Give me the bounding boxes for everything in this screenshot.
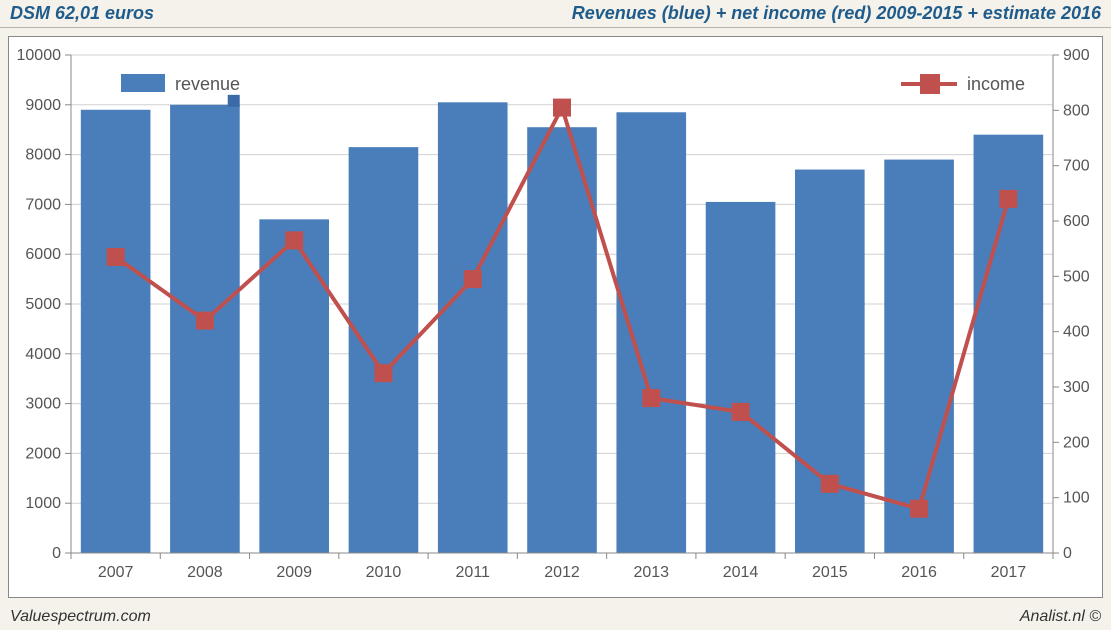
revenue-bar-tip: [228, 95, 240, 107]
income-marker: [108, 249, 124, 265]
income-marker: [554, 100, 570, 116]
legend-income-label: income: [967, 74, 1025, 94]
y-left-tick-label: 0: [52, 545, 61, 562]
x-tick-label: 2010: [366, 564, 402, 581]
y-left-tick-label: 1000: [25, 495, 61, 512]
income-marker: [911, 501, 927, 517]
x-tick-label: 2009: [276, 564, 312, 581]
x-tick-label: 2017: [991, 564, 1027, 581]
y-left-tick-label: 8000: [25, 147, 61, 164]
x-tick-label: 2012: [544, 564, 580, 581]
y-right-tick-label: 500: [1063, 268, 1090, 285]
y-left-tick-label: 7000: [25, 196, 61, 213]
y-right-tick-label: 100: [1063, 490, 1090, 507]
footer-right: Analist.nl ©: [1020, 608, 1101, 626]
y-right-tick-label: 700: [1063, 158, 1090, 175]
y-right-tick-label: 600: [1063, 213, 1090, 230]
legend-income-marker: [921, 75, 939, 93]
y-right-tick-label: 200: [1063, 434, 1090, 451]
y-left-tick-label: 2000: [25, 445, 61, 462]
y-left-tick-label: 3000: [25, 396, 61, 413]
y-left-tick-label: 5000: [25, 296, 61, 313]
revenue-bar: [616, 112, 686, 553]
x-tick-label: 2014: [723, 564, 759, 581]
title-left: DSM 62,01 euros: [10, 3, 154, 24]
x-tick-label: 2007: [98, 564, 134, 581]
revenue-bar: [438, 102, 508, 553]
income-marker: [733, 404, 749, 420]
x-tick-label: 2013: [633, 564, 669, 581]
y-right-tick-label: 0: [1063, 545, 1072, 562]
y-left-tick-label: 6000: [25, 246, 61, 263]
revenue-bar: [706, 202, 776, 553]
revenue-bar: [259, 219, 329, 553]
y-right-tick-label: 300: [1063, 379, 1090, 396]
y-right-tick-label: 400: [1063, 324, 1090, 341]
y-right-tick-label: 900: [1063, 47, 1090, 64]
y-left-tick-label: 9000: [25, 97, 61, 114]
footer-left: Valuespectrum.com: [10, 608, 151, 626]
income-marker: [1000, 191, 1016, 207]
y-left-tick-label: 4000: [25, 346, 61, 363]
x-tick-label: 2015: [812, 564, 848, 581]
x-tick-label: 2008: [187, 564, 223, 581]
x-tick-label: 2016: [901, 564, 937, 581]
combo-chart: 0100020003000400050006000700080009000100…: [9, 37, 1102, 597]
legend-revenue-swatch: [121, 74, 165, 92]
income-marker: [465, 271, 481, 287]
revenue-bar: [81, 110, 151, 553]
legend-revenue-label: revenue: [175, 74, 240, 94]
title-right: Revenues (blue) + net income (red) 2009-…: [572, 3, 1101, 24]
income-marker: [375, 365, 391, 381]
x-tick-label: 2011: [456, 564, 491, 581]
income-marker: [197, 313, 213, 329]
revenue-bar: [795, 170, 865, 553]
income-marker: [286, 232, 302, 248]
y-left-tick-label: 10000: [17, 47, 62, 64]
y-right-tick-label: 800: [1063, 102, 1090, 119]
revenue-bar: [884, 160, 954, 553]
chart-frame: 0100020003000400050006000700080009000100…: [8, 36, 1103, 598]
income-marker: [822, 476, 838, 492]
income-marker: [643, 390, 659, 406]
